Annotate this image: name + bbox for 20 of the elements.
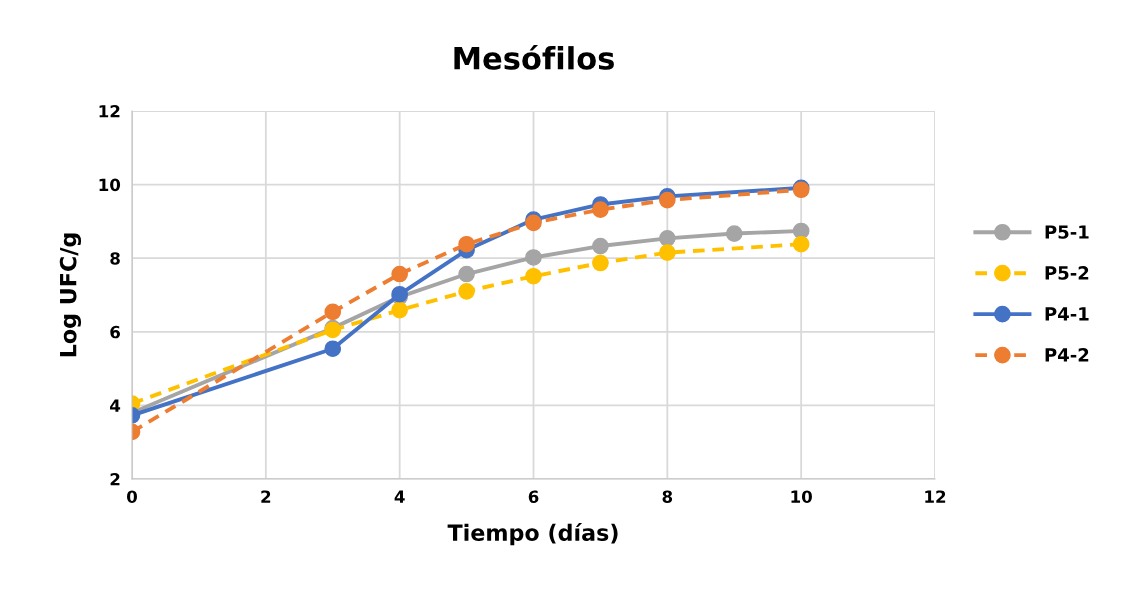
y-tick-label: 2 bbox=[110, 472, 120, 486]
y-axis-title: Log UFC/g bbox=[59, 233, 82, 357]
legend-label: P4-2 bbox=[1045, 348, 1089, 362]
x-tick-label: 4 bbox=[394, 490, 405, 503]
x-tick-label: 6 bbox=[528, 490, 539, 504]
y-tick-label: 10 bbox=[99, 178, 121, 192]
legend-label: P4-1 bbox=[1045, 307, 1089, 321]
y-tick-label: 4 bbox=[110, 399, 121, 412]
x-tick-label: 12 bbox=[925, 490, 946, 503]
x-tick-label: 0 bbox=[127, 490, 137, 504]
x-tick-label: 10 bbox=[791, 490, 812, 504]
y-tick-label: 8 bbox=[110, 252, 120, 265]
x-axis-title: Tiempo (días) bbox=[447, 522, 618, 546]
x-tick-label: 2 bbox=[261, 490, 271, 503]
x-tick-label: 8 bbox=[662, 490, 673, 504]
chart-title: Mesófilos bbox=[454, 44, 614, 70]
y-tick-label: 12 bbox=[99, 104, 120, 118]
legend-label: P5-1 bbox=[1045, 225, 1089, 239]
legend-label: P5-2 bbox=[1045, 266, 1089, 280]
y-tick-label: 6 bbox=[110, 325, 120, 339]
